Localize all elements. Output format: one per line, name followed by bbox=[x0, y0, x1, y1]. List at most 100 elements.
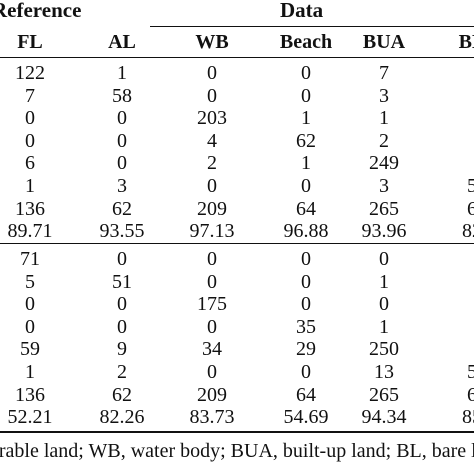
table-cell: 3 bbox=[379, 84, 389, 107]
table-cell: 265 bbox=[369, 197, 399, 220]
table-cell: 0 bbox=[207, 270, 217, 293]
table-cell: 89.71 bbox=[7, 220, 53, 243]
table-cell: 82 bbox=[462, 220, 474, 243]
table-cell: 209 bbox=[197, 197, 227, 220]
table-cell: 13 bbox=[374, 361, 394, 383]
table-cell: 0 bbox=[301, 62, 311, 84]
table-cell: 1 bbox=[25, 175, 35, 197]
column-header-beach: Beach bbox=[279, 31, 333, 53]
column-header-fl: FL bbox=[17, 31, 43, 53]
table-footnote: arable land; WB, water body; BUA, built-… bbox=[0, 440, 474, 462]
table-cell: 0 bbox=[379, 293, 389, 316]
table-cell: 1 bbox=[117, 62, 127, 84]
table-cell: 1 bbox=[301, 152, 311, 175]
table-cell: 136 bbox=[15, 383, 45, 406]
table-cell: 175 bbox=[197, 293, 227, 316]
table-cell: 2 bbox=[117, 361, 127, 383]
column-header-wb: WB bbox=[195, 31, 229, 53]
table-cell: 82.26 bbox=[99, 406, 145, 429]
table-cell: 6 bbox=[467, 383, 474, 406]
table-cell: 249 bbox=[369, 152, 399, 175]
table-cell: 0 bbox=[207, 315, 217, 338]
table-cell: 0 bbox=[25, 293, 35, 316]
table-cell: 6 bbox=[25, 152, 35, 175]
table-cell: 0 bbox=[301, 175, 311, 197]
table-cell: 97.13 bbox=[189, 220, 235, 243]
table-cell: 71 bbox=[20, 248, 40, 270]
table-cell: 5 bbox=[25, 270, 35, 293]
table-cell: 0 bbox=[301, 248, 311, 270]
column-header-bua: BUA bbox=[362, 31, 406, 53]
header-bottom-rule bbox=[0, 57, 474, 58]
table-cell: 35 bbox=[296, 315, 316, 338]
table-cell: 0 bbox=[117, 107, 127, 130]
table-cell: 29 bbox=[296, 338, 316, 361]
table-cell: 64 bbox=[296, 383, 316, 406]
table-cell: 9 bbox=[117, 338, 127, 361]
table-cell: 83.73 bbox=[189, 406, 235, 429]
column-header-al: AL bbox=[108, 31, 136, 53]
table-cell: 0 bbox=[117, 152, 127, 175]
table-cell: 64 bbox=[296, 197, 316, 220]
table-cell: 1 bbox=[379, 107, 389, 130]
table-cell: 0 bbox=[207, 84, 217, 107]
table-cell: 122 bbox=[15, 62, 45, 84]
table-cell: 209 bbox=[197, 383, 227, 406]
table-cell: 58 bbox=[112, 84, 132, 107]
table-cell: 1 bbox=[25, 361, 35, 383]
reference-header: Reference bbox=[0, 0, 82, 22]
table-cell: 0 bbox=[117, 248, 127, 270]
table-cell: 93.96 bbox=[361, 220, 407, 243]
table-cell: 0 bbox=[379, 248, 389, 270]
table-cell: 1 bbox=[379, 315, 389, 338]
table-cell: 5 bbox=[467, 361, 474, 383]
table-cell: 3 bbox=[379, 175, 389, 197]
table-cell: 0 bbox=[207, 361, 217, 383]
table-cell: 62 bbox=[112, 383, 132, 406]
table-cell: 59 bbox=[20, 338, 40, 361]
data-header: Data bbox=[280, 0, 324, 22]
table-bottom-rule bbox=[0, 431, 474, 433]
table-cell: 4 bbox=[207, 129, 217, 152]
table-cell: 5 bbox=[467, 175, 474, 197]
table-cell: 0 bbox=[25, 129, 35, 152]
table-cell: 2 bbox=[207, 152, 217, 175]
data-header-rule bbox=[150, 26, 474, 27]
table-cell: 0 bbox=[25, 315, 35, 338]
table-cell: 0 bbox=[25, 107, 35, 130]
column-header-bl: BL bbox=[458, 31, 474, 53]
section-divider-rule bbox=[0, 243, 474, 244]
table-cell: 0 bbox=[117, 129, 127, 152]
table-cell: 203 bbox=[197, 107, 227, 130]
table-cell: 62 bbox=[112, 197, 132, 220]
table-cell: 0 bbox=[117, 315, 127, 338]
table-cell: 0 bbox=[207, 62, 217, 84]
table-cell: 0 bbox=[207, 175, 217, 197]
table-cell: 51 bbox=[112, 270, 132, 293]
table-cell: 250 bbox=[369, 338, 399, 361]
table-cell: 0 bbox=[301, 270, 311, 293]
table-cell: 93.55 bbox=[99, 220, 145, 243]
table-cell: 0 bbox=[301, 84, 311, 107]
table-cell: 6 bbox=[467, 197, 474, 220]
table-cell: 7 bbox=[379, 62, 389, 84]
table-cell: 62 bbox=[296, 129, 316, 152]
table-cell: 34 bbox=[202, 338, 222, 361]
table-cell: 96.88 bbox=[283, 220, 329, 243]
table-cell: 0 bbox=[117, 293, 127, 316]
table-cell: 265 bbox=[369, 383, 399, 406]
table-cell: 85 bbox=[462, 406, 474, 429]
table-cell: 2 bbox=[379, 129, 389, 152]
table-cell: 52.21 bbox=[7, 406, 53, 429]
table-cell: 54.69 bbox=[283, 406, 329, 429]
table-cell: 1 bbox=[379, 270, 389, 293]
table-cell: 0 bbox=[207, 248, 217, 270]
table-cell: 0 bbox=[301, 361, 311, 383]
table-cell: 7 bbox=[25, 84, 35, 107]
table-cell: 136 bbox=[15, 197, 45, 220]
table-cell: 3 bbox=[117, 175, 127, 197]
table-cell: 1 bbox=[301, 107, 311, 130]
table-cell: 0 bbox=[301, 293, 311, 316]
table-cell: 94.34 bbox=[361, 406, 407, 429]
